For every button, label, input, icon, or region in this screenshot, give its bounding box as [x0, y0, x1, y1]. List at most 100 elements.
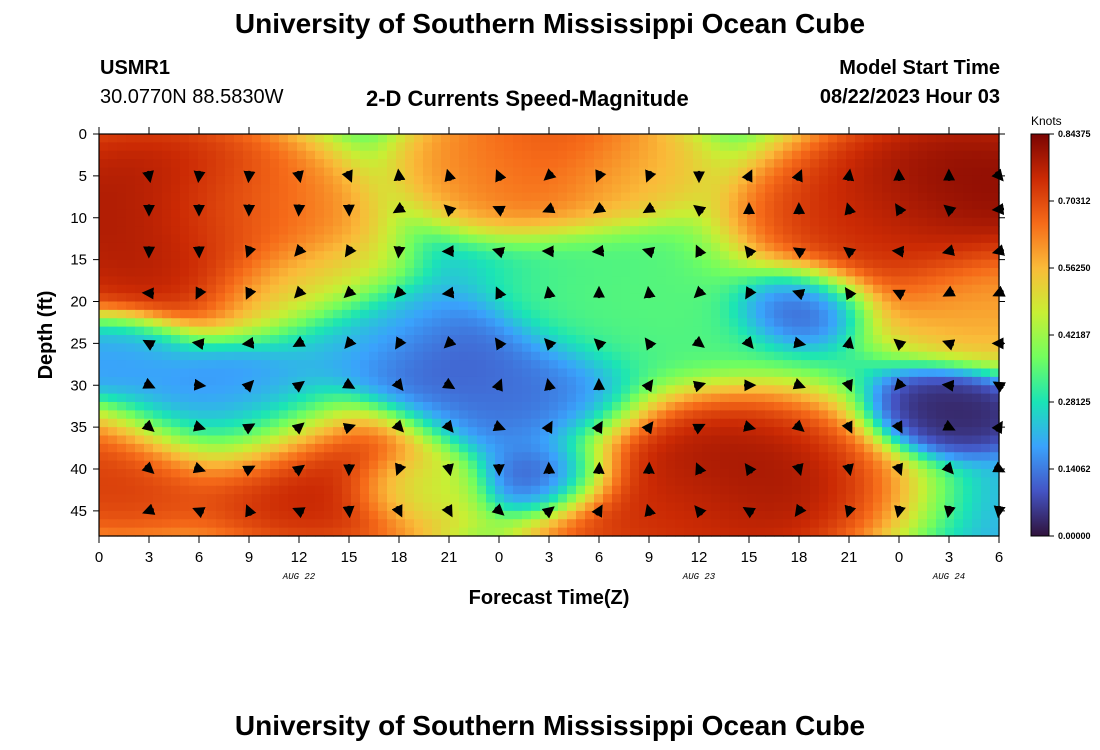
heatmap-cell [783, 502, 793, 512]
heatmap-cell [693, 259, 703, 269]
heatmap-cell [450, 410, 460, 420]
heatmap-cell [324, 293, 334, 303]
heatmap-cell [252, 485, 262, 495]
heatmap-cell [918, 259, 928, 269]
current-arrow [441, 377, 456, 390]
heatmap-cell [405, 527, 415, 537]
heatmap-cell [612, 167, 622, 177]
heatmap-cell [927, 335, 937, 344]
heatmap-cell [837, 226, 847, 236]
heatmap-cell [585, 242, 595, 252]
heatmap-cell [972, 309, 982, 319]
heatmap-cell [198, 192, 208, 202]
heatmap-cell [198, 494, 208, 504]
heatmap-cell [99, 519, 109, 529]
heatmap-cell [180, 142, 190, 152]
heatmap-cell [531, 201, 541, 210]
heatmap-cell [855, 452, 865, 462]
heatmap-cell [693, 452, 703, 462]
heatmap-cell [405, 435, 415, 445]
heatmap-cell [315, 326, 325, 336]
heatmap-cell [720, 368, 730, 378]
heatmap-cell [837, 469, 847, 478]
current-arrow [243, 170, 256, 184]
heatmap-cell [180, 427, 190, 437]
heatmap-cell [702, 326, 712, 336]
heatmap-cell [549, 276, 559, 286]
heatmap-cell [675, 494, 685, 504]
heatmap-cell [666, 443, 676, 453]
heatmap-cell [477, 427, 487, 437]
heatmap-cell [738, 217, 748, 227]
heatmap-cell [450, 276, 460, 286]
heatmap-cell [567, 460, 577, 470]
heatmap-cell [630, 150, 640, 160]
heatmap-cell [459, 134, 469, 143]
heatmap-cell [225, 452, 235, 462]
heatmap-cell [333, 452, 343, 462]
heatmap-cell [693, 159, 703, 169]
heatmap-cell [99, 469, 109, 478]
heatmap-cell [360, 527, 370, 537]
heatmap-cell [702, 402, 712, 411]
heatmap-cell [387, 443, 397, 453]
heatmap-cell [531, 284, 541, 294]
heatmap-cell [477, 226, 487, 236]
heatmap-cell [135, 268, 145, 277]
heatmap-cell [117, 469, 127, 478]
heatmap-cell [738, 276, 748, 286]
heatmap-cell [531, 318, 541, 328]
heatmap-cell [162, 209, 172, 219]
heatmap-cell [765, 485, 775, 495]
heatmap-cell [855, 335, 865, 344]
heatmap-cell [855, 167, 865, 177]
heatmap-cell [954, 360, 964, 370]
heatmap-cell [612, 452, 622, 462]
heatmap-cell [846, 477, 856, 487]
heatmap-cell [972, 209, 982, 219]
heatmap-cell [324, 150, 334, 160]
heatmap-cell [594, 217, 604, 227]
heatmap-cell [369, 251, 379, 261]
heatmap-cell [495, 494, 505, 504]
heatmap-cell [468, 134, 478, 143]
heatmap-cell [486, 477, 496, 487]
heatmap-cell [432, 293, 442, 303]
heatmap-cell [981, 469, 991, 478]
heatmap-cell [711, 150, 721, 160]
heatmap-cell [558, 234, 568, 244]
heatmap-cell [252, 443, 262, 453]
heatmap-cell [594, 443, 604, 453]
heatmap-cell [126, 460, 136, 470]
heatmap-cell [288, 477, 298, 487]
heatmap-cell [324, 351, 334, 361]
heatmap-cell [918, 435, 928, 445]
heatmap-cell [630, 410, 640, 420]
heatmap-cell [450, 251, 460, 261]
heatmap-cell [387, 460, 397, 470]
heatmap-cell [612, 510, 622, 520]
heatmap-cell [180, 259, 190, 269]
heatmap-cell [828, 360, 838, 370]
heatmap-cell [558, 393, 568, 403]
heatmap-cell [819, 293, 829, 303]
heatmap-cell [486, 150, 496, 160]
heatmap-cell [243, 226, 253, 236]
heatmap-cell [459, 217, 469, 227]
heatmap-cell [648, 159, 658, 169]
heatmap-cell [657, 393, 667, 403]
heatmap-cell [153, 427, 163, 437]
heatmap-cell [765, 259, 775, 269]
heatmap-cell [918, 393, 928, 403]
heatmap-cell [333, 510, 343, 520]
heatmap-cell [522, 393, 532, 403]
heatmap-cell [306, 234, 316, 244]
heatmap-cell [324, 335, 334, 344]
heatmap-cell [747, 192, 757, 202]
heatmap-cell [315, 268, 325, 277]
heatmap-cell [162, 159, 172, 169]
heatmap-cell [279, 469, 289, 478]
heatmap-cell [675, 293, 685, 303]
heatmap-cell [360, 159, 370, 169]
heatmap-cell [207, 301, 217, 311]
